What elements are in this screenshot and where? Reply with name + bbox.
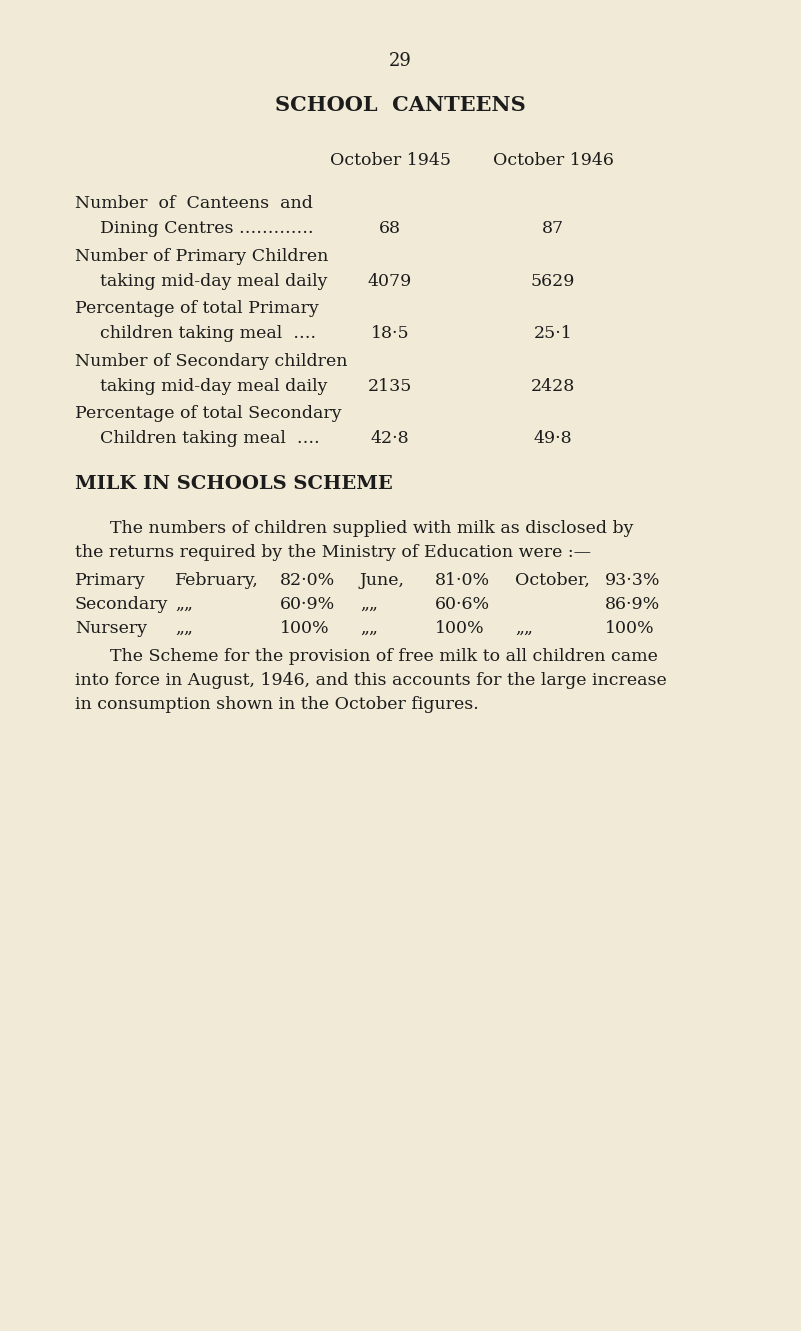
Text: October 1945: October 1945 bbox=[329, 152, 450, 169]
Text: MILK IN SCHOOLS SCHEME: MILK IN SCHOOLS SCHEME bbox=[75, 475, 392, 492]
Text: 100%: 100% bbox=[605, 620, 654, 638]
Text: into force in August, 1946, and this accounts for the large increase: into force in August, 1946, and this acc… bbox=[75, 672, 666, 689]
Text: SCHOOL  CANTEENS: SCHOOL CANTEENS bbox=[275, 95, 525, 114]
Text: taking mid-day meal daily: taking mid-day meal daily bbox=[100, 273, 328, 290]
Text: Percentage of total Secondary: Percentage of total Secondary bbox=[75, 405, 341, 422]
Text: Dining Centres ………….: Dining Centres …………. bbox=[100, 220, 313, 237]
Text: The numbers of children supplied with milk as disclosed by: The numbers of children supplied with mi… bbox=[110, 520, 634, 536]
Text: children taking meal  ….: children taking meal …. bbox=[100, 325, 316, 342]
Text: Children taking meal  ….: Children taking meal …. bbox=[100, 430, 320, 447]
Text: 60·6%: 60·6% bbox=[435, 596, 490, 614]
Text: Percentage of total Primary: Percentage of total Primary bbox=[75, 299, 319, 317]
Text: 18·5: 18·5 bbox=[371, 325, 409, 342]
Text: „„: „„ bbox=[515, 620, 533, 638]
Text: February,: February, bbox=[175, 572, 259, 590]
Text: 49·8: 49·8 bbox=[533, 430, 572, 447]
Text: 29: 29 bbox=[388, 52, 412, 71]
Text: 87: 87 bbox=[542, 220, 564, 237]
Text: Number of Primary Children: Number of Primary Children bbox=[75, 248, 328, 265]
Text: 4079: 4079 bbox=[368, 273, 413, 290]
Text: Nursery: Nursery bbox=[75, 620, 147, 638]
Text: 2135: 2135 bbox=[368, 378, 413, 395]
Text: The Scheme for the provision of free milk to all children came: The Scheme for the provision of free mil… bbox=[110, 648, 658, 666]
Text: „„: „„ bbox=[360, 596, 378, 614]
Text: 60·9%: 60·9% bbox=[280, 596, 336, 614]
Text: „„: „„ bbox=[360, 620, 378, 638]
Text: Secondary: Secondary bbox=[75, 596, 168, 614]
Text: „„: „„ bbox=[175, 596, 193, 614]
Text: Number of Secondary children: Number of Secondary children bbox=[75, 353, 348, 370]
Text: 25·1: 25·1 bbox=[533, 325, 573, 342]
Text: 42·8: 42·8 bbox=[371, 430, 409, 447]
Text: June,: June, bbox=[360, 572, 405, 590]
Text: Primary: Primary bbox=[75, 572, 146, 590]
Text: 100%: 100% bbox=[280, 620, 330, 638]
Text: 93·3%: 93·3% bbox=[605, 572, 661, 590]
Text: 82·0%: 82·0% bbox=[280, 572, 336, 590]
Text: „„: „„ bbox=[175, 620, 193, 638]
Text: 86·9%: 86·9% bbox=[605, 596, 660, 614]
Text: Number  of  Canteens  and: Number of Canteens and bbox=[75, 196, 313, 212]
Text: 5629: 5629 bbox=[531, 273, 575, 290]
Text: 2428: 2428 bbox=[531, 378, 575, 395]
Text: October,: October, bbox=[515, 572, 590, 590]
Text: taking mid-day meal daily: taking mid-day meal daily bbox=[100, 378, 328, 395]
Text: October 1946: October 1946 bbox=[493, 152, 614, 169]
Text: the returns required by the Ministry of Education were :—: the returns required by the Ministry of … bbox=[75, 544, 591, 560]
Text: 81·0%: 81·0% bbox=[435, 572, 490, 590]
Text: 68: 68 bbox=[379, 220, 401, 237]
Text: 100%: 100% bbox=[435, 620, 485, 638]
Text: in consumption shown in the October figures.: in consumption shown in the October figu… bbox=[75, 696, 479, 713]
